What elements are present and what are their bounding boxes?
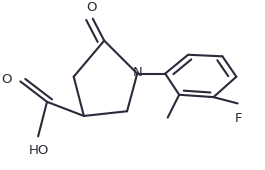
Text: O: O xyxy=(86,1,97,14)
Text: N: N xyxy=(132,66,142,79)
Text: O: O xyxy=(1,73,11,86)
Text: F: F xyxy=(235,112,243,125)
Text: HO: HO xyxy=(29,144,50,157)
